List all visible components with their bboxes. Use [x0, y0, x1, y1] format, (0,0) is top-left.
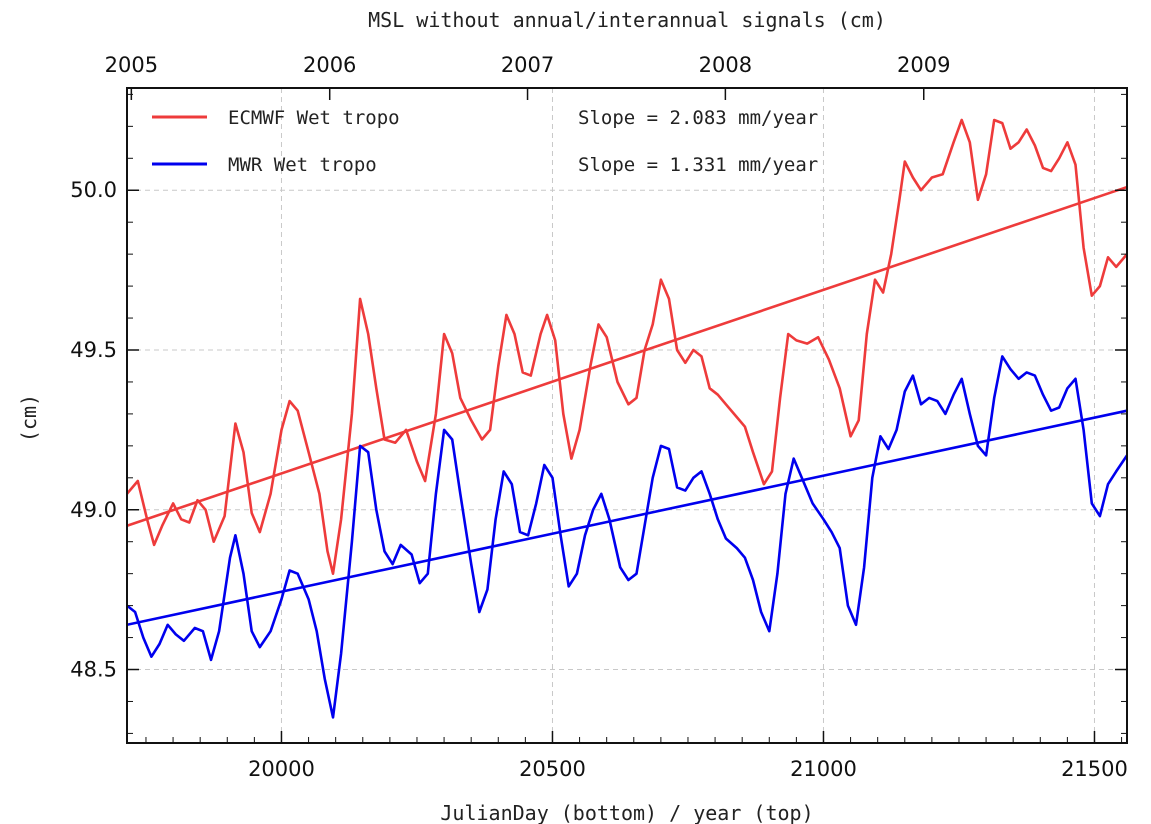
legend: ECMWF Wet tropo Slope = 2.083 mm/year MWR …	[152, 107, 818, 176]
series-line-1	[126, 355, 1129, 719]
y-tick-label: 48.5	[70, 658, 117, 682]
y-tick-label: 50.0	[70, 178, 117, 202]
y-tick-label: 49.0	[70, 498, 117, 522]
slope-annotation-1: Slope = 1.331 mm/year	[578, 154, 818, 176]
top-year-label: 2008	[699, 53, 752, 77]
top-year-label: 2005	[105, 53, 158, 77]
x-tick-label: 20000	[248, 757, 315, 781]
series-group	[126, 118, 1129, 719]
plot-frame	[126, 87, 1128, 744]
x-tick-label: 21000	[790, 757, 857, 781]
legend-label-1: MWR Wet tropo	[228, 154, 377, 176]
top-year-label: 2009	[897, 53, 950, 77]
chart-title: MSL without annual/interannual signals (…	[368, 8, 886, 32]
slope-annotation-0: Slope = 2.083 mm/year	[578, 107, 818, 129]
trend-line-1	[126, 409, 1128, 627]
ticks: 20000 20500 21000 21500 48.5 49.0 49.5 50.0 2005…	[70, 53, 1128, 781]
top-year-label: 2007	[501, 53, 554, 77]
x-tick-label: 21500	[1061, 757, 1128, 781]
x-axis-label: JulianDay (bottom) / year (top)	[440, 801, 813, 824]
top-year-label: 2006	[303, 53, 356, 77]
series-line-0	[126, 118, 1128, 575]
y-axis-label: (cm)	[17, 394, 41, 442]
x-tick-label: 20500	[519, 757, 586, 781]
legend-label-0: ECMWF Wet tropo	[228, 107, 400, 129]
y-tick-label: 49.5	[70, 338, 117, 362]
trend-line-0	[126, 185, 1128, 527]
